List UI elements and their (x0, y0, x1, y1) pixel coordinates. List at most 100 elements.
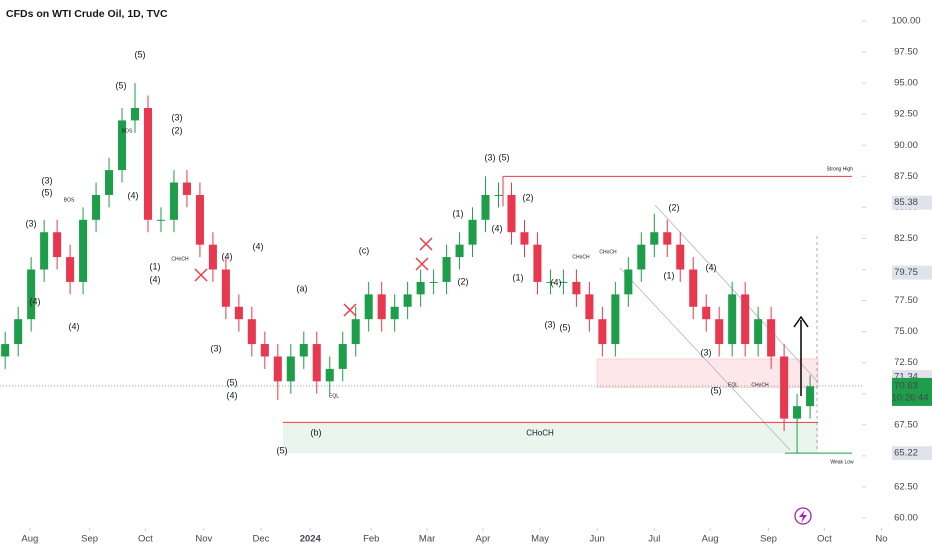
annotation: (5) (560, 322, 571, 332)
candle-body (364, 294, 373, 320)
annotations: (5)(5)(3)(5)(3)(4)(4)(3)(2)(4)(1)(4)(4)(… (26, 49, 769, 455)
candle-body (377, 294, 386, 320)
annotation: (1) (150, 261, 161, 271)
candle-body (533, 244, 542, 282)
annotation: EQL (728, 382, 738, 388)
candle-body (429, 281, 438, 283)
x-tick-label: Sep (760, 534, 777, 545)
candle-body (585, 294, 594, 320)
candle-body (520, 232, 529, 245)
candle-body (780, 356, 789, 419)
y-tick-label: 62.50 (894, 481, 918, 492)
channel-line (619, 267, 791, 451)
candle-body (286, 356, 295, 382)
annotation: BOS (64, 197, 75, 203)
annotation: (1) (664, 270, 675, 280)
candle-body (273, 356, 282, 382)
annotation: BOS (122, 128, 133, 134)
y-tick-label: 100.00 (891, 16, 920, 27)
y-tick-label: 77.50 (894, 295, 918, 306)
x-tick-label: Nov (195, 534, 212, 545)
candle-body (572, 281, 581, 295)
candle-body (455, 244, 464, 258)
candle-body (105, 170, 114, 195)
annotation: (1) (453, 208, 464, 218)
zone (283, 422, 818, 454)
annotation: (3) (26, 218, 37, 228)
annotation: (5) (277, 445, 288, 455)
price-label-box (892, 446, 932, 461)
annotation: (b) (311, 427, 322, 437)
candle-body (741, 294, 750, 345)
candle-body (221, 269, 230, 307)
candle-body (403, 294, 412, 307)
y-tick-label: 82.50 (894, 233, 918, 244)
annotation: (2) (458, 276, 469, 286)
candle-body (546, 281, 555, 283)
annotation: (5) (42, 187, 53, 197)
x-tick-label: No (875, 534, 887, 545)
candle-body (767, 319, 776, 357)
annotation: (5) (116, 80, 127, 90)
candle-body (156, 219, 166, 221)
x-tick-label: Jun (590, 534, 605, 545)
candle-body (169, 182, 178, 220)
candle-body (598, 319, 607, 345)
candle-body (611, 294, 620, 345)
annotation: (4) (253, 241, 264, 251)
last-price: 70.63 (894, 380, 918, 391)
price-label: 71.34 (894, 372, 918, 383)
candle-body (234, 306, 243, 320)
annotation: CHoCH (171, 256, 189, 262)
annotation: (4) (69, 321, 80, 331)
annotation: (1) (513, 272, 524, 282)
y-tick-label: 72.50 (894, 357, 918, 368)
y-tick-label: 97.50 (894, 47, 918, 58)
y-tick-label: 87.50 (894, 171, 918, 182)
alert-icon[interactable] (794, 507, 812, 525)
candle-body (118, 120, 127, 171)
candle-body (416, 281, 425, 295)
annotation: (4) (128, 190, 139, 200)
price-label-box (892, 195, 932, 210)
candle-body (507, 194, 516, 233)
annotation: CHoCH (751, 382, 769, 388)
candle-body (27, 269, 36, 320)
alert-icon-bolt (799, 510, 807, 523)
candle-body (728, 294, 737, 345)
annotation: (5) (499, 152, 510, 162)
candle-body (325, 368, 334, 382)
x-tick-label: Aug (702, 534, 719, 545)
annotation: (3) (42, 175, 53, 185)
annotation: (c) (359, 245, 370, 255)
y-tick-label: 60.00 (894, 513, 918, 524)
candle-body (143, 107, 153, 220)
chart-title: CFDs on WTI Crude Oil, 1D, TVC (6, 8, 168, 20)
x-tick-label: Jul (648, 534, 660, 545)
annotation: EQL (329, 393, 339, 399)
x-tick-label: Apr (476, 534, 491, 545)
candle-body (14, 319, 23, 345)
annotation: (3) (545, 319, 556, 329)
candle-body (806, 386, 815, 407)
annotation: (5) (227, 377, 238, 387)
candle-body (468, 219, 477, 245)
annotation: (5) (711, 385, 722, 395)
candle-body (702, 306, 711, 320)
candle-body (793, 406, 802, 419)
annotation: (2) (669, 202, 680, 212)
candle-body (494, 194, 503, 196)
level-label: Weak Low (830, 459, 854, 465)
levels: Strong High CHoCH Weak Low (283, 167, 854, 465)
candle-body (650, 232, 659, 245)
x-tick-label: Aug (21, 534, 38, 545)
annotation: (a) (297, 283, 308, 293)
annotation: (3) (701, 347, 712, 357)
candle-body (312, 344, 321, 382)
annotation: (4) (227, 390, 238, 400)
price-label: 65.22 (894, 448, 918, 459)
x-tick-label: Sep (81, 534, 98, 545)
candle-body (299, 344, 308, 357)
candle-body (351, 319, 360, 345)
